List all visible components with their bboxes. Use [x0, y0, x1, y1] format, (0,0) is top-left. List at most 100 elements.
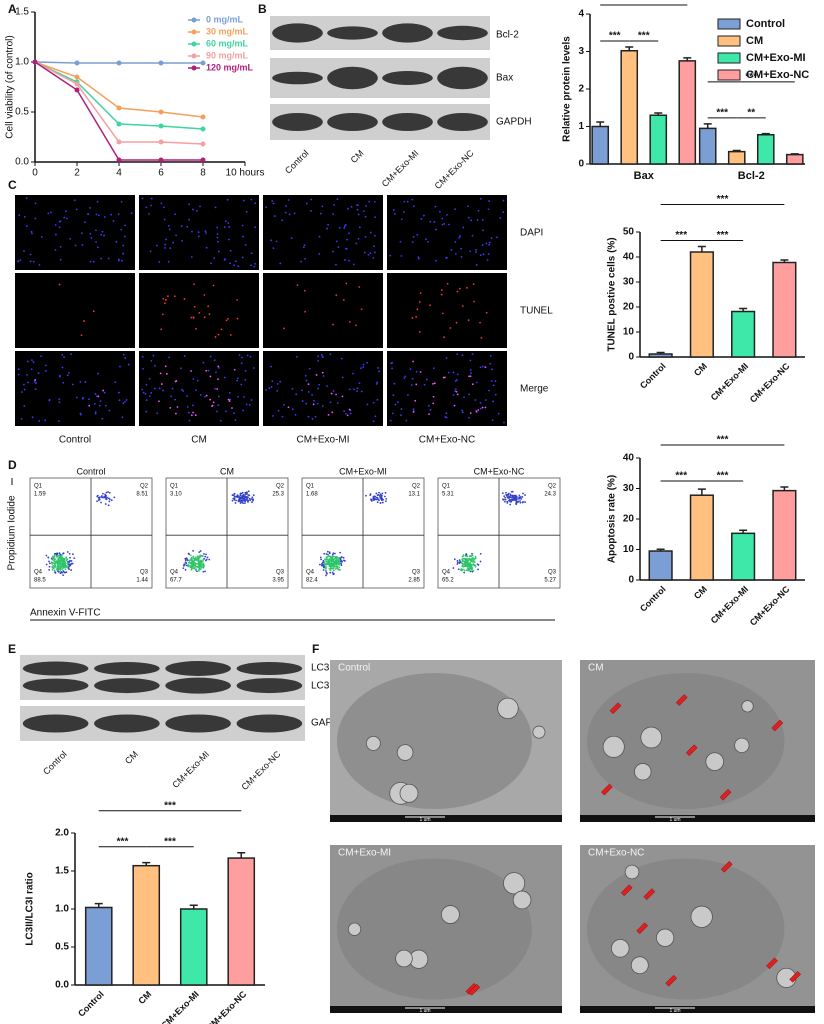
scale-bar-label: 1 um [419, 1008, 430, 1014]
tunel-signal [346, 414, 349, 417]
event-dot [200, 560, 203, 563]
event-dot [470, 566, 473, 569]
blot-band [22, 678, 89, 693]
nucleus [469, 359, 472, 362]
nucleus [372, 401, 375, 404]
blot-band [382, 23, 433, 43]
nucleus [276, 390, 279, 392]
data-point [74, 81, 80, 87]
event-dot [380, 498, 383, 501]
panel-label: E [8, 642, 16, 656]
nucleus [272, 415, 274, 417]
x-tick-label: CM+Exo-NC [205, 989, 249, 1024]
tunel-signal [418, 331, 421, 333]
nucleus [400, 255, 403, 257]
nucleus [245, 210, 248, 213]
tem-vacuole [365, 735, 381, 751]
bar [648, 550, 673, 581]
nucleus [454, 253, 457, 255]
event-dot [467, 568, 470, 571]
nucleus [216, 236, 219, 239]
nucleus [340, 357, 343, 360]
data-point [116, 121, 122, 127]
nucleus [322, 356, 324, 359]
tunel-signal [83, 320, 86, 322]
tem-cell-region [587, 858, 785, 1000]
event-dot [208, 558, 211, 561]
event-dot [105, 491, 108, 494]
nucleus [497, 412, 500, 415]
nucleus [17, 260, 20, 262]
tunel-signal [194, 414, 197, 417]
nucleus [358, 382, 361, 385]
nucleus [389, 419, 392, 422]
nucleus [210, 262, 212, 265]
event-dot [472, 558, 475, 561]
nucleus [226, 198, 229, 201]
nucleus [249, 355, 252, 358]
nucleus [30, 368, 33, 371]
panel-label: C [8, 178, 17, 192]
nucleus [362, 210, 365, 213]
lane-label: CM+Exo-NC [240, 749, 283, 792]
nucleus [502, 211, 505, 214]
fluorescence-image [387, 273, 507, 348]
quadrant-value: 5.31 [442, 492, 454, 498]
x-tick-label: CM+Exo-MI [709, 584, 751, 626]
nucleus [313, 399, 315, 402]
nucleus [34, 202, 37, 205]
nucleus [362, 363, 365, 366]
nucleus [150, 359, 153, 362]
event-dot [247, 490, 250, 493]
tunel-signal [236, 299, 239, 301]
nucleus [118, 391, 120, 394]
nucleus [188, 218, 191, 221]
tunel-signal [164, 298, 167, 301]
tunel-signal [193, 283, 196, 286]
event-dot [203, 553, 205, 555]
nucleus [192, 378, 195, 380]
event-dot [202, 566, 205, 569]
tunel-signal [432, 402, 435, 405]
nucleus [58, 401, 61, 404]
nucleus [343, 225, 346, 227]
nucleus [202, 361, 205, 364]
event-dot [322, 565, 325, 567]
event-dot [512, 497, 515, 500]
nucleus [240, 362, 243, 365]
nucleus [25, 225, 28, 227]
event-dot [519, 500, 521, 502]
scale-bar-strip [330, 815, 562, 822]
nucleus [494, 393, 497, 396]
event-dot [328, 568, 331, 570]
nucleus [293, 212, 296, 215]
tunel-signal [466, 286, 468, 289]
nucleus [205, 246, 208, 249]
event-dot [108, 500, 111, 503]
nucleus [162, 389, 165, 392]
event-dot [108, 491, 111, 494]
event-dot [105, 498, 108, 501]
nucleus [167, 260, 170, 263]
tunel-signal [304, 310, 307, 313]
quadrant-value: 3.95 [272, 578, 284, 584]
event-dot [521, 501, 524, 504]
tunel-signal [455, 390, 458, 393]
tunel-signal [331, 411, 334, 414]
event-dot [61, 556, 64, 559]
significance-label: *** [717, 471, 729, 482]
legend-label: CM+Exo-NC [746, 69, 809, 81]
nucleus [229, 249, 232, 252]
nucleus [470, 372, 472, 375]
x-tick-label: Control [638, 361, 668, 391]
legend-label: 90 mg/mL [206, 50, 249, 60]
tunel-signal [58, 283, 61, 286]
nucleus [209, 355, 212, 358]
event-dot [381, 492, 384, 495]
x-tick-label: 2 [74, 168, 80, 179]
nucleus [391, 367, 393, 370]
event-dot [321, 561, 324, 564]
nucleus [285, 205, 287, 207]
nucleus [441, 223, 444, 226]
nucleus [38, 419, 41, 422]
